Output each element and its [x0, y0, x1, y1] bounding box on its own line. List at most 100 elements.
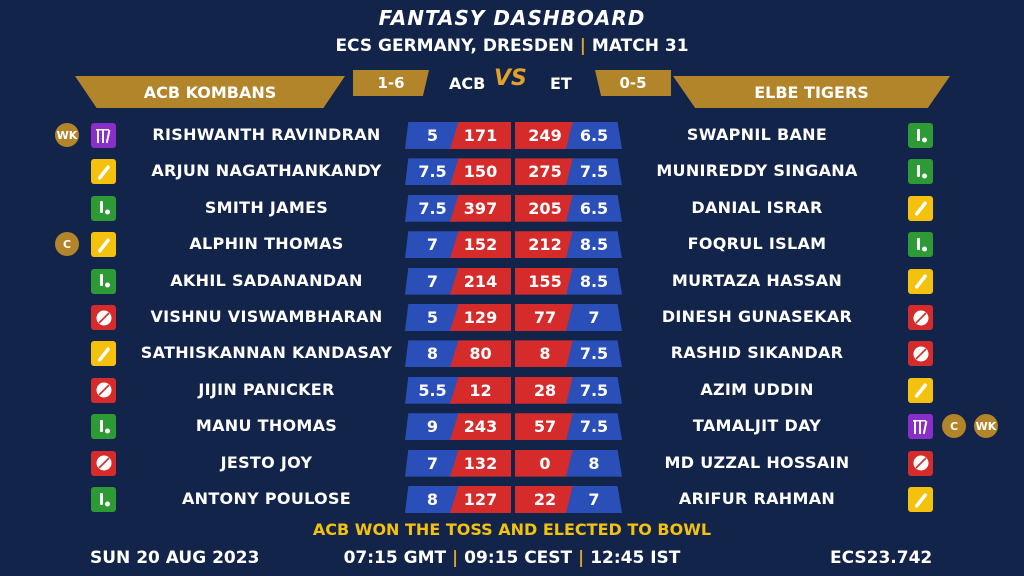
player-row: SATHISKANNAN KANDASAY 8 80 8 7.5 RASHID SIKAN…	[0, 335, 1024, 371]
right-player-points: 77	[515, 304, 575, 331]
bat-icon	[908, 195, 933, 221]
left-player-name: ALPHIN THOMAS	[189, 234, 344, 254]
bowl-icon	[908, 305, 933, 330]
right-player-name: TAMALJIT DAY	[692, 416, 822, 436]
match-times: 07:15 GMT | 09:15 CEST | 12:45 IST	[0, 548, 1024, 568]
versus-label: VS	[494, 66, 527, 91]
right-player-credit: 8.5	[566, 267, 622, 295]
right-player-points: 155	[515, 267, 575, 295]
team-right-record: 0-5	[595, 70, 671, 96]
badge-c: C	[55, 232, 79, 257]
player-row: JESTO JOY 7 132 0 8 MD UZZAL HOSSAIN	[0, 445, 1024, 481]
wk-icon	[91, 123, 116, 148]
right-player-name: DANIAL ISRAR	[691, 197, 823, 217]
player-row: AKHIL SADANANDAN 7 214 155 8.5 MURTAZA HASSAN	[0, 263, 1024, 299]
right-player-name: MURTAZA HASSAN	[671, 270, 843, 290]
player-row: C ALPHIN THOMAS 7 152 212 8.5 FOQRUL ISLAM	[0, 226, 1024, 262]
left-player-points: 129	[450, 304, 511, 331]
left-player-credit: 5	[405, 122, 460, 149]
right-player-points: 249	[515, 122, 575, 149]
right-player-name: AZIM UDDIN	[700, 379, 814, 399]
left-player-name: VISHNU VISWAMBHARAN	[150, 307, 383, 326]
bat-icon	[908, 487, 933, 512]
right-player-points: 0	[515, 449, 575, 477]
left-player-credit: 8	[405, 486, 460, 513]
bat-icon	[908, 268, 933, 294]
right-player-credit: 7	[566, 486, 622, 513]
left-player-name: ARJUN NAGATHANKANDY	[151, 161, 382, 181]
team-right-abbr: ET	[550, 73, 572, 93]
left-player-points: 80	[450, 340, 511, 368]
time-separator: |	[452, 548, 459, 568]
time-gmt: 07:15 GMT	[343, 548, 447, 568]
right-player-credit: 7	[566, 304, 622, 331]
right-player-name: MD UZZAL HOSSAIN	[664, 452, 850, 472]
left-player-points: 243	[450, 413, 511, 441]
team-left-abbr: ACB	[449, 73, 486, 93]
left-player-points: 127	[450, 486, 511, 513]
subtitle-separator: |	[579, 36, 586, 56]
right-player-name: DINESH GUNASEKAR	[661, 307, 853, 326]
team-right-banner: ELBE TIGERS	[673, 76, 950, 108]
match-date: SUN 20 AUG 2023	[90, 548, 260, 568]
right-player-name: MUNIREDDY SINGANA	[656, 161, 858, 181]
left-player-name: ANTONY POULOSE	[181, 489, 352, 508]
bat-icon	[91, 341, 116, 367]
left-player-points: 171	[450, 122, 511, 149]
left-player-points: 150	[450, 158, 511, 186]
badge-c: C	[942, 414, 966, 439]
right-player-credit: 7.5	[566, 413, 622, 441]
bowl-icon	[908, 450, 933, 476]
player-row: ARJUN NAGATHANKANDY 7.5 150 275 7.5 MUNIREDDY…	[0, 153, 1024, 189]
right-player-name: FOQRUL ISLAM	[687, 234, 827, 254]
left-player-credit: 7.5	[405, 194, 460, 222]
bat-icon	[908, 377, 933, 403]
left-player-points: 152	[450, 231, 511, 259]
match-subtitle: ECS GERMANY, DRESDEN | MATCH 31	[0, 36, 1024, 56]
player-row: JIJIN PANICKER 5.5 12 28 7.5 AZIM UDDIN	[0, 372, 1024, 408]
right-player-points: 275	[515, 158, 575, 186]
player-row: WK RISHWANTH RAVINDRAN 5 171 249 6.5 SWAPNIL B…	[0, 117, 1024, 153]
left-player-credit: 8	[405, 340, 460, 368]
right-player-name: ARIFUR RAHMAN	[678, 489, 836, 508]
badge-wk: WK	[974, 414, 998, 439]
allrounder-icon	[908, 232, 933, 258]
toss-result: ACB WON THE TOSS AND ELECTED TO BOWL	[312, 520, 712, 539]
allrounder-icon	[91, 268, 116, 294]
left-player-name: MANU THOMAS	[195, 416, 338, 436]
right-player-name: SWAPNIL BANE	[686, 125, 828, 144]
allrounder-icon	[91, 487, 116, 512]
right-player-name: RASHID SIKANDAR	[670, 343, 844, 363]
right-player-points: 8	[515, 340, 575, 368]
right-player-credit: 6.5	[566, 122, 622, 149]
time-ist: 12:45 IST	[590, 548, 681, 568]
left-player-name: SATHISKANNAN KANDASAY	[140, 343, 393, 363]
left-player-credit: 9	[405, 413, 460, 441]
time-separator: |	[578, 548, 585, 568]
left-player-credit: 7	[405, 231, 460, 259]
player-row: ANTONY POULOSE 8 127 22 7 ARIFUR RAHMAN	[0, 481, 1024, 517]
right-player-credit: 7.5	[566, 376, 622, 404]
right-player-credit: 7.5	[566, 158, 622, 186]
right-player-points: 22	[515, 486, 575, 513]
page-title: FANTASY DASHBOARD	[378, 6, 646, 30]
left-player-name: SMITH JAMES	[204, 197, 329, 217]
team-left-record: 1-6	[353, 70, 429, 96]
left-player-points: 132	[450, 449, 511, 477]
right-player-credit: 6.5	[566, 194, 622, 222]
right-player-points: 212	[515, 231, 575, 259]
match-number: MATCH 31	[591, 36, 689, 56]
left-player-credit: 5.5	[405, 376, 460, 404]
player-row: MANU THOMAS 9 243 57 7.5 TAMALJIT DAY C WK	[0, 408, 1024, 444]
badge-wk: WK	[55, 123, 79, 147]
team-left-banner: ACB KOMBANS	[75, 76, 345, 108]
right-player-points: 57	[515, 413, 575, 441]
left-player-credit: 5	[405, 304, 460, 331]
right-player-points: 205	[515, 194, 575, 222]
allrounder-icon	[91, 195, 116, 221]
bat-icon	[91, 232, 116, 258]
right-player-credit: 8.5	[566, 231, 622, 259]
left-player-credit: 7.5	[405, 158, 460, 186]
right-player-credit: 7.5	[566, 340, 622, 368]
left-player-name: RISHWANTH RAVINDRAN	[152, 125, 381, 144]
